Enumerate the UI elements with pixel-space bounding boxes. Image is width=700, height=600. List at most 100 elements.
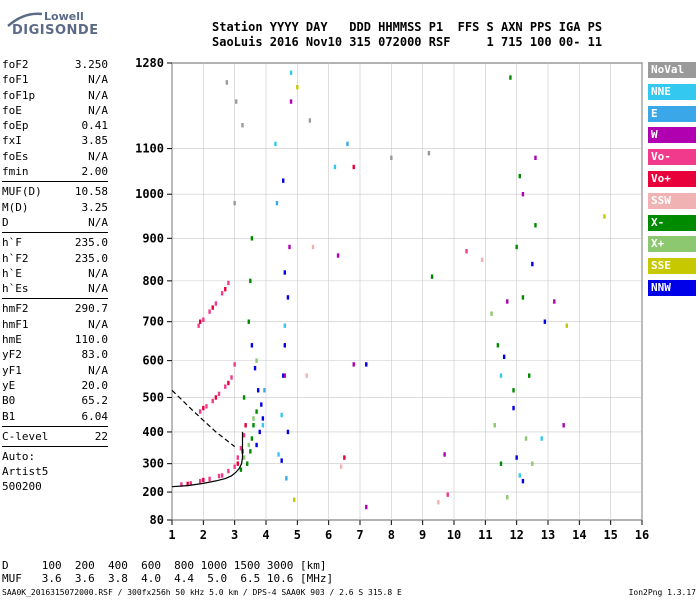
data-point: [180, 482, 183, 487]
param-row: yF1 N/A: [2, 363, 108, 377]
legend-item-nnw: NNW: [648, 279, 696, 296]
param-row: fxI 3.85: [2, 134, 108, 148]
data-point: [506, 495, 509, 500]
distance-row: D 100 200 400 600 800 1000 1500 3000 [km…: [2, 559, 327, 572]
x-tick-label: 7: [356, 528, 363, 542]
data-point: [233, 200, 236, 206]
polarization-legend: NoVal NNE E W Vo- Vo+ SSW X- X+ SSE NNW: [648, 62, 696, 302]
data-point: [289, 99, 293, 104]
legend-item-w: W: [648, 127, 696, 144]
data-point: [285, 476, 288, 481]
param-row: M(D) 3.25: [2, 200, 108, 214]
data-point: [352, 362, 355, 367]
data-point: [288, 244, 291, 250]
data-point: [239, 445, 243, 451]
data-point: [205, 404, 208, 409]
param-row: h`Es N/A: [2, 282, 108, 296]
data-point: [242, 455, 246, 460]
y-tick-label: 300: [142, 457, 164, 471]
legend-item-nne: NNE: [648, 83, 696, 100]
data-point: [244, 423, 247, 428]
data-point: [437, 500, 440, 505]
data-point: [261, 423, 265, 428]
data-point: [253, 365, 257, 371]
muf-distance-table: D 100 200 400 600 800 1000 1500 3000 [km…: [2, 559, 333, 585]
data-point: [390, 155, 393, 161]
x-tick-label: 9: [419, 528, 426, 542]
data-point: [247, 319, 250, 324]
data-point: [256, 388, 260, 393]
y-tick-label: 200: [142, 485, 164, 499]
data-point: [293, 497, 296, 502]
data-point: [236, 455, 239, 460]
data-point: [305, 373, 308, 378]
data-point: [283, 323, 286, 328]
logo-line2: DIGISONDE: [12, 23, 99, 38]
data-point: [427, 150, 431, 156]
y-tick-label: 900: [142, 231, 164, 245]
params-group-critical-freqs: foF2 3.250 foF1 N/A foF1p N/A foE N/A foEp 0.…: [2, 57, 108, 179]
params-group-clevel: C-level 22: [2, 429, 108, 444]
legend-item-x-plus: X+: [648, 236, 696, 253]
plot-area: [171, 62, 643, 521]
legend-item-sse: SSE: [648, 258, 696, 275]
param-row: hmE 110.0: [2, 333, 108, 347]
data-point: [336, 253, 340, 258]
x-tick-label: 3: [231, 528, 238, 542]
software-version: Ion2Png 1.3.17: [628, 588, 696, 597]
params-group-virtual-heights: h`F 235.0 h`F2 235.0 h`E N/A h`Es N/A: [2, 235, 108, 296]
data-point: [197, 323, 200, 328]
data-point: [199, 478, 202, 484]
data-point: [280, 458, 283, 463]
param-row: h`F2 235.0: [2, 251, 108, 265]
data-point: [553, 299, 556, 304]
data-point: [230, 375, 233, 380]
param-row: foF1 N/A: [2, 73, 108, 87]
data-point: [490, 311, 493, 316]
data-point: [214, 301, 218, 306]
data-point: [274, 141, 277, 147]
data-point: [502, 354, 506, 360]
data-point: [496, 343, 500, 348]
data-point: [528, 373, 531, 378]
data-point: [227, 380, 230, 386]
legend-item-vo-plus: Vo+: [648, 170, 696, 187]
data-point: [242, 433, 246, 438]
param-row: h`E N/A: [2, 266, 108, 280]
data-point: [199, 319, 202, 324]
data-point: [255, 442, 258, 448]
data-point: [531, 261, 534, 267]
data-point: [241, 123, 244, 128]
y-tick-label: 500: [142, 390, 164, 404]
data-point: [233, 362, 236, 367]
data-point: [283, 373, 286, 378]
data-point: [430, 274, 434, 279]
y-tick-label: 400: [142, 425, 164, 439]
divider: [2, 298, 108, 300]
param-row: foE N/A: [2, 103, 108, 117]
param-row: h`F 235.0: [2, 236, 108, 250]
x-tick-label: 12: [509, 528, 523, 542]
divider: [2, 181, 108, 183]
data-point: [250, 436, 254, 441]
data-point: [289, 70, 293, 75]
data-point: [214, 395, 218, 400]
param-row: foF1p N/A: [2, 88, 108, 102]
data-point: [446, 492, 449, 497]
data-point: [515, 244, 518, 250]
data-point: [493, 423, 496, 428]
data-point: [521, 478, 525, 484]
data-point: [252, 416, 255, 421]
x-tick-label: 13: [541, 528, 555, 542]
data-point: [465, 249, 468, 254]
data-point: [217, 391, 221, 397]
param-row: fmin 2.00: [2, 165, 108, 179]
x-tick-label: 8: [388, 528, 395, 542]
data-point: [603, 214, 606, 219]
data-point: [255, 358, 258, 363]
data-point: [202, 477, 205, 483]
data-point: [518, 173, 521, 179]
data-point: [499, 373, 503, 378]
x-tick-label: 5: [294, 528, 301, 542]
x-tick-label: 16: [635, 528, 649, 542]
